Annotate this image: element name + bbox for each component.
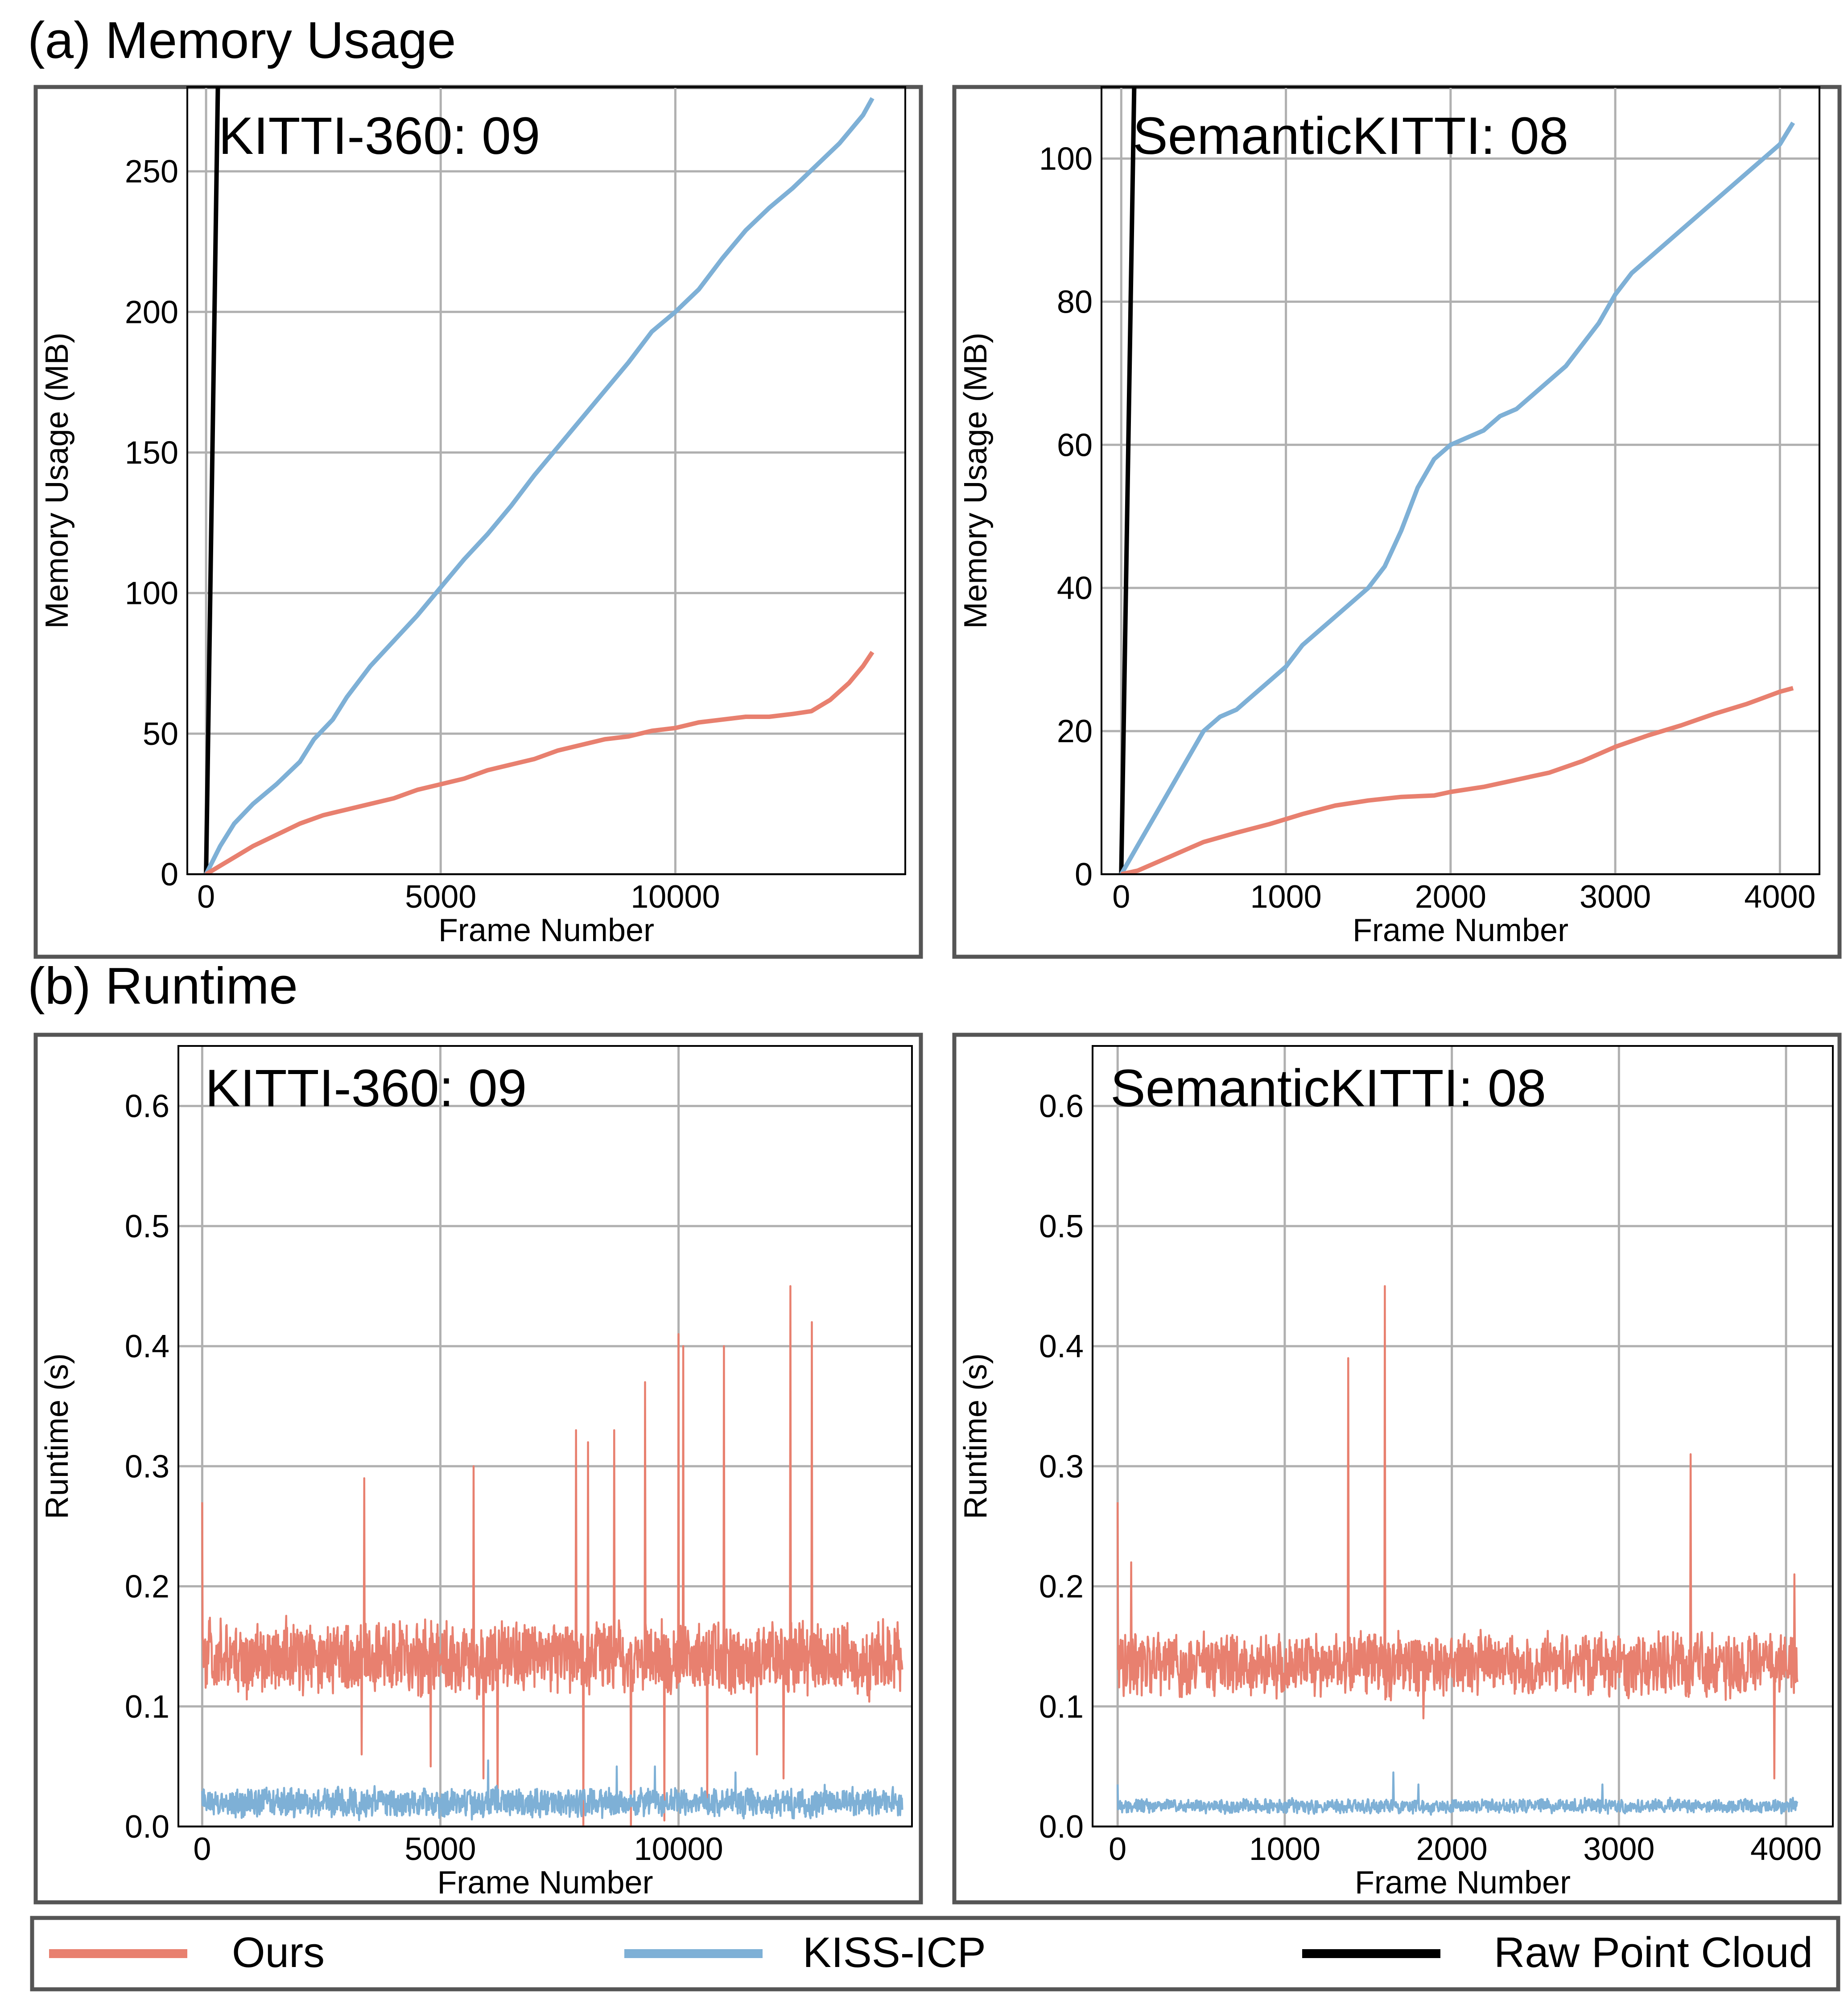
y-tick-label: 80 [1057,284,1093,320]
legend-item-kiss: KISS-ICP [624,1929,986,1976]
series-line-kiss [1116,1771,1798,1816]
x-tick-label: 5000 [404,1831,476,1867]
y-tick-label: 50 [143,716,178,752]
axes-box [186,86,906,875]
x-tick-label: 1000 [1249,1831,1320,1867]
series-line-kiss [1119,121,1795,874]
y-tick-label: 0.6 [125,1089,169,1124]
x-tick-label: 10000 [631,879,720,915]
chart-title: SemanticKITTI: 08 [1133,107,1568,165]
y-tick-label: 100 [125,576,178,612]
series-group [204,87,874,874]
y-tick-label: 0.3 [125,1449,169,1484]
x-tick-label: 0 [1109,1831,1126,1867]
y-tick-label: 20 [1057,714,1093,749]
panel-frame [952,85,1842,959]
y-tick-label: 0 [1075,857,1093,893]
legend-box [30,1916,1840,1992]
chart-mem_semkitti: 0 1000 2000 3000 4000 0 20 40 60 80 100 Frame Numbe… [952,85,1842,959]
y-tick-label: 0.5 [1039,1209,1084,1244]
y-tick-label: 0.0 [125,1809,169,1845]
legend-label: Raw Point Cloud [1494,1929,1813,1976]
y-tick-label: 250 [125,154,178,190]
x-tick-label: 10000 [634,1831,723,1867]
x-axis-label: Frame Number [1353,913,1568,948]
series-line-kiss [204,97,874,874]
y-tick-label: 0.2 [1039,1569,1084,1605]
chart-title: KITTI-360: 09 [205,1059,527,1118]
x-tick-label: 0 [1112,879,1130,915]
series-line-ours [1121,686,1794,874]
x-tick-label: 4000 [1750,1831,1822,1867]
y-tick-label: 0.6 [1039,1089,1084,1124]
series-group [1116,1285,1798,1816]
y-tick-label: 200 [125,294,178,330]
x-tick-label: 1000 [1250,879,1321,915]
series-group [201,1285,903,1826]
chart-title: KITTI-360: 09 [219,107,540,165]
series-line-raw [1119,87,1137,874]
y-tick-label: 0 [161,857,178,893]
y-tick-label: 0.3 [1039,1449,1084,1484]
panel-frame [952,1033,1842,1905]
section-title-memory: (a) Memory Usage [28,11,456,69]
y-tick-label: 0.1 [1039,1689,1084,1725]
axes-box [1101,86,1820,875]
y-tick-label: 0.0 [1039,1809,1084,1845]
axes-box [177,1045,913,1827]
chart-rt_semkitti: 0 1000 2000 3000 4000 0.0 0.1 0.2 0.3 0.4 0.5 0.6 Fr… [952,1033,1842,1905]
chart-rt_kitti: 0 5000 10000 0.0 0.1 0.2 0.3 0.4 0.5 0.6 Frame Num… [33,1033,923,1905]
y-tick-label: 60 [1057,427,1093,463]
y-tick-label: 40 [1057,570,1093,606]
x-tick-label: 3000 [1583,1831,1654,1867]
x-tick-label: 2000 [1415,879,1486,915]
axes-box [1092,1045,1834,1827]
x-tick-label: 0 [197,879,215,915]
y-axis-label: Runtime (s) [39,1353,75,1519]
x-tick-label: 0 [193,1831,211,1867]
y-tick-label: 0.4 [125,1329,169,1364]
y-tick-label: 0.5 [125,1209,169,1244]
series-line-ours [1116,1285,1798,1780]
legend-label: KISS-ICP [803,1929,986,1976]
y-tick-label: 0.2 [125,1569,169,1605]
panel-frame [33,1033,923,1905]
y-tick-label: 0.1 [125,1689,169,1725]
x-tick-label: 3000 [1580,879,1651,915]
series-line-raw [204,87,220,874]
series-group [1119,87,1795,874]
legend-item-raw: Raw Point Cloud [1302,1929,1813,1976]
y-axis-label: Runtime (s) [958,1353,994,1519]
y-axis-label: Memory Usage (MB) [958,332,994,628]
x-tick-label: 5000 [405,879,476,915]
x-tick-label: 2000 [1416,1831,1488,1867]
legend-item-ours: Ours [49,1929,325,1976]
chart-title: SemanticKITTI: 08 [1110,1059,1546,1118]
y-tick-label: 100 [1039,141,1093,177]
chart-mem_kitti: 0 5000 10000 0 50 100 150 200 250 Frame Number Mem… [33,85,923,959]
x-axis-label: Frame Number [1355,1865,1571,1901]
series-line-ours [205,651,874,874]
x-tick-label: 4000 [1744,879,1815,915]
y-tick-label: 150 [125,435,178,471]
legend-label: Ours [232,1929,325,1976]
x-axis-label: Frame Number [437,1865,653,1901]
panel-frame [33,85,923,959]
y-tick-label: 0.4 [1039,1329,1084,1364]
series-line-kiss [201,1759,903,1822]
x-axis-label: Frame Number [438,913,654,948]
y-axis-label: Memory Usage (MB) [39,332,75,628]
section-title-runtime: (b) Runtime [28,957,298,1015]
series-line-ours [201,1285,903,1826]
